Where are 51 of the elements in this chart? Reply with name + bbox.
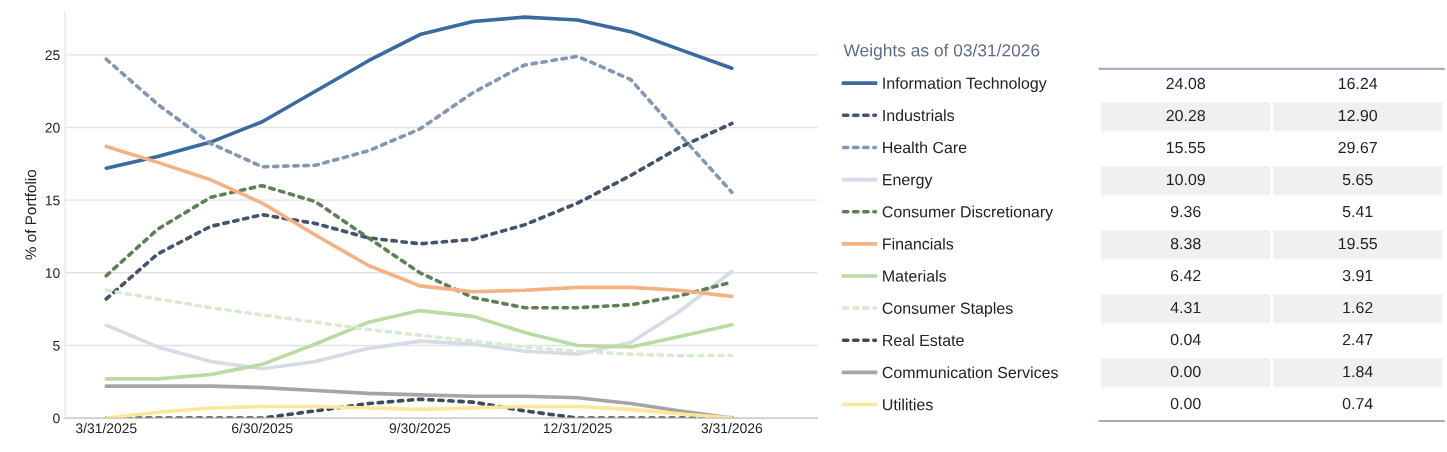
data-label: 24.08 — [1166, 77, 1205, 90]
data-label: 8.38 — [1170, 237, 1201, 250]
legend-label: Information Technology — [883, 77, 1047, 93]
data-label: 1.84 — [1343, 365, 1373, 378]
data-label: 15.55 — [1166, 142, 1206, 154]
y-tick-label: 10 — [45, 268, 60, 278]
x-tick-label: 6/30/2025 — [232, 422, 293, 434]
y-tick-label: 15 — [45, 195, 60, 206]
y-tick-label: 20 — [45, 122, 60, 133]
line-series — [104, 15, 734, 171]
data-label: 20.28 — [1166, 109, 1205, 122]
line-series — [104, 404, 734, 419]
data-label: 19.55 — [1338, 237, 1377, 250]
legend-label: Energy — [883, 174, 933, 189]
data-label: 6.42 — [1170, 269, 1201, 282]
data-label: 0.00 — [1170, 365, 1201, 378]
data-label: 0.04 — [1170, 333, 1201, 346]
legend-label: Real Estate — [883, 334, 964, 347]
legend-label: Health Care — [883, 141, 967, 154]
data-label: 3.91 — [1342, 269, 1373, 282]
legend-label: Communication Services — [882, 366, 1058, 379]
data-label: 5.41 — [1342, 206, 1373, 218]
data-label: 0.00 — [1170, 397, 1201, 410]
legend-label: Consumer Staples — [882, 302, 1013, 318]
legend-label: Financials — [883, 237, 954, 250]
legend-label: Utilities — [883, 398, 933, 411]
line-series — [104, 54, 734, 194]
data-label: 29.67 — [1338, 141, 1377, 154]
y-axis-title: % of Portfolio — [25, 169, 37, 260]
legend-title: Weights as of 03/31/2026 — [843, 43, 1040, 60]
legend-label: Materials — [883, 270, 947, 282]
data-label: 9.36 — [1170, 205, 1201, 218]
y-tick-label: 5 — [53, 340, 60, 351]
x-tick-label: 12/31/2025 — [543, 422, 612, 434]
line-series — [104, 308, 734, 381]
data-label: 0.74 — [1342, 397, 1373, 410]
data-label: 4.31 — [1170, 301, 1201, 314]
data-label: 2.47 — [1342, 333, 1373, 346]
data-label: 16.24 — [1338, 77, 1378, 90]
y-tick-label: 0 — [53, 413, 60, 424]
data-label: 10.09 — [1166, 173, 1205, 186]
x-tick-label: 3/31/2025 — [75, 422, 137, 434]
y-tick-label: 25 — [45, 50, 60, 61]
data-label: 1.62 — [1343, 301, 1373, 314]
data-label: 12.90 — [1338, 109, 1378, 122]
line-series — [104, 288, 734, 358]
x-tick-label: 9/30/2025 — [389, 422, 451, 434]
legend-label: Consumer Discretionary — [882, 205, 1054, 221]
x-tick-label: 3/31/2026 — [701, 422, 763, 434]
data-label: 5.65 — [1342, 173, 1373, 186]
legend-label: Industrials — [883, 109, 955, 122]
